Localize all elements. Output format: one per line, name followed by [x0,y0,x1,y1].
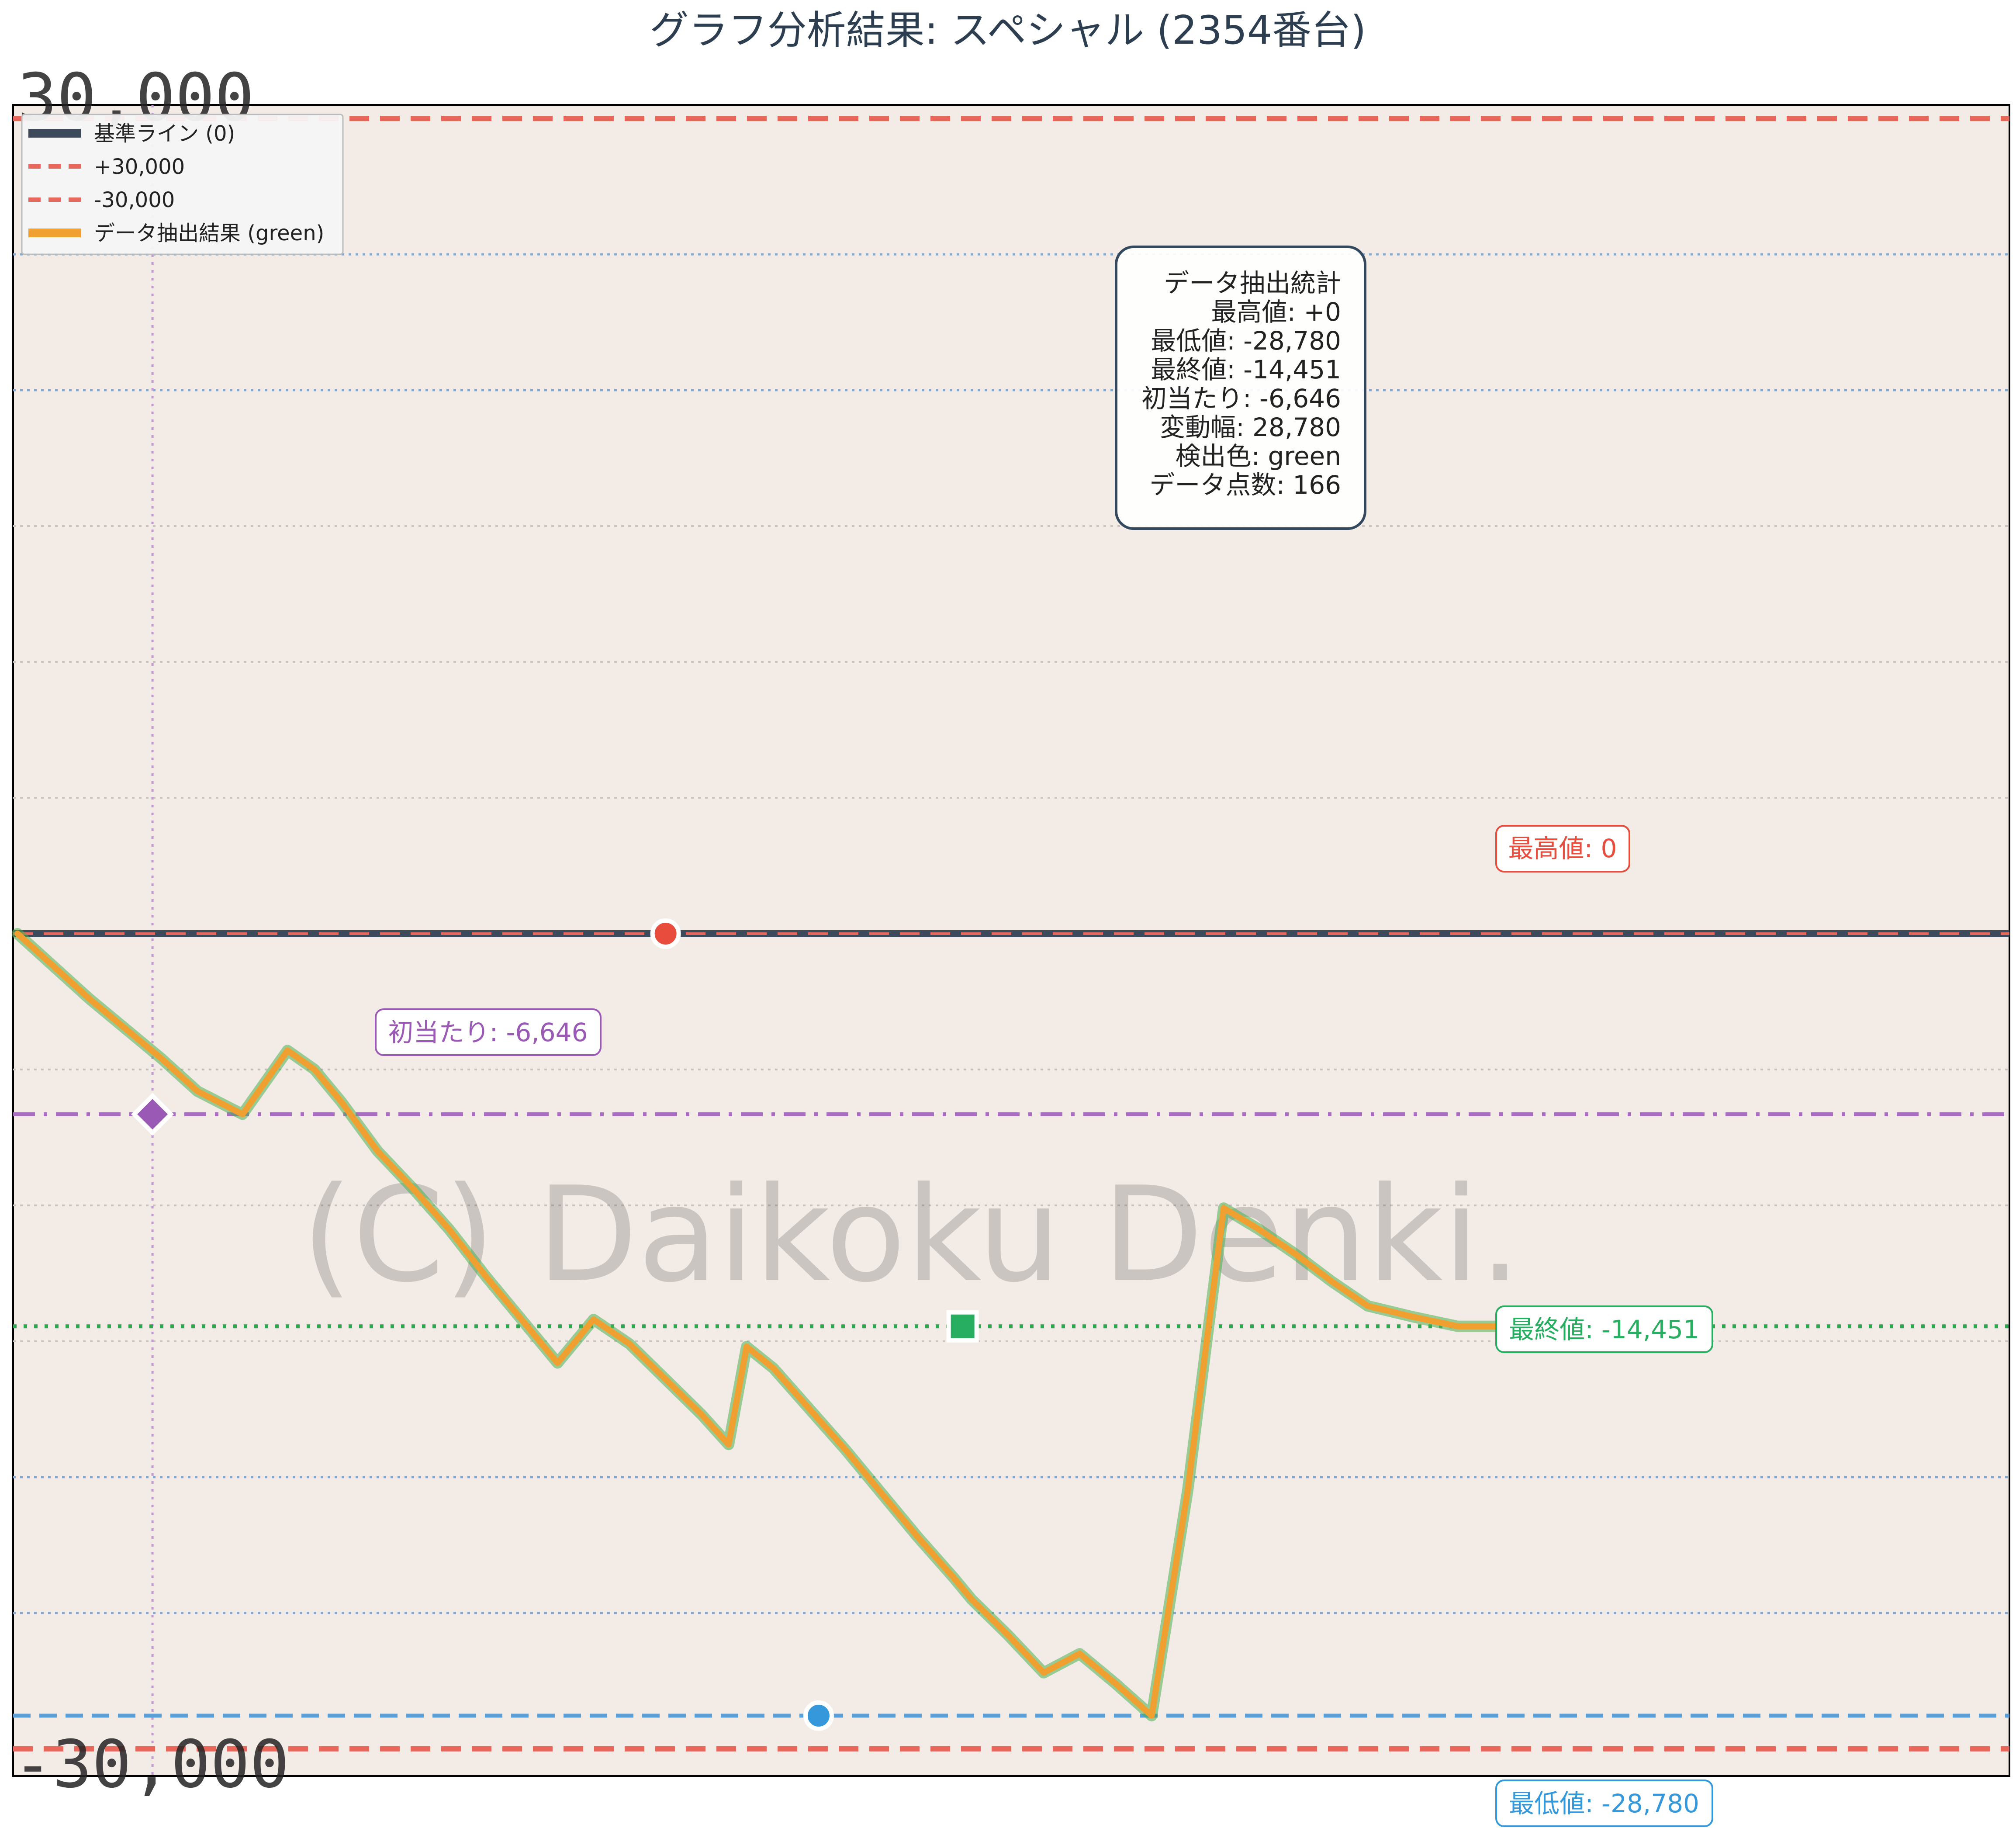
annotation-max: 最高値: 0 [1495,825,1630,872]
series-line [14,930,1506,1719]
stats-line: 検出色: green [1176,441,1342,471]
svg-text:最高値: 0: 最高値: 0 [1508,834,1617,863]
annotation-min: 最低値: -28,780 [1495,1780,1713,1827]
series-group [12,928,1508,1721]
stats-line: 変動幅: 28,780 [1160,412,1341,442]
marker-final [946,1310,979,1343]
chart-title: グラフ分析結果: スペシャル (2354番台) [650,7,1366,53]
stats-line: 初当たり: -6,646 [1141,384,1341,413]
image-label-bottom: -30,000 [13,1727,289,1803]
legend-label: +30,000 [94,155,185,179]
stats-line: データ点数: 166 [1149,470,1341,500]
legend: 基準ライン (0) +30,000 -30,000 データ抽出結果 (green) [21,114,344,255]
svg-text:最終値: -14,451: 最終値: -14,451 [1509,1315,1699,1344]
watermark: (C) Daikoku Denki. [301,1159,1521,1311]
marker-first-hit [131,1093,174,1136]
marker-max [650,918,681,949]
markers-group [131,918,979,1731]
annotation-final: 最終値: -14,451 [1495,1305,1713,1353]
stats-line: 最終値: -14,451 [1151,355,1341,384]
annotation-first-hit: 初当たり: -6,646 [375,1008,602,1056]
stats-line: 最低値: -28,780 [1151,326,1341,356]
legend-label: 基準ライン (0) [94,121,235,146]
stats-line: データ抽出統計 [1164,268,1341,298]
legend-label: -30,000 [94,188,175,212]
marker-min [803,1700,834,1731]
stats-box: データ抽出統計最高値: +0 最低値: -28,780 最終値: -14,451 初当… [1115,246,1366,530]
stats-line: 最高値: +0 [1211,297,1341,327]
svg-text:初当たり: -6,646: 初当たり: -6,646 [388,1018,588,1047]
legend-label: データ抽出結果 (green) [94,221,324,246]
svg-text:最低値: -28,780: 最低値: -28,780 [1509,1789,1699,1818]
plot-area [12,104,2010,1777]
